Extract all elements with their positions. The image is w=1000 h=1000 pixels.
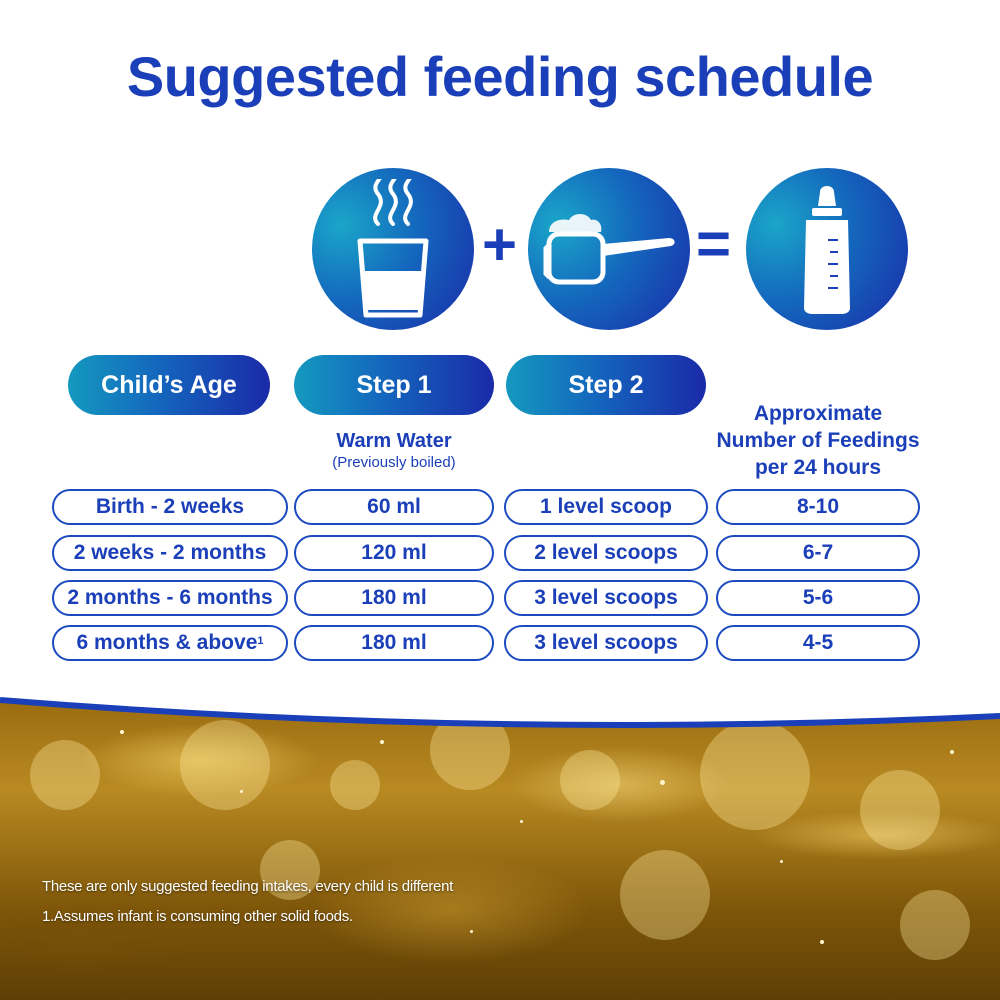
- row-3-feedings: 5-6: [716, 580, 920, 616]
- footnote-solid-foods: 1.Assumes infant is consuming other soli…: [42, 908, 353, 925]
- row-1-scoops: 1 level scoop: [504, 489, 708, 525]
- row-4-feedings: 4-5: [716, 625, 920, 661]
- row-4-footnote-marker: 1: [257, 635, 264, 647]
- feedings-header-line-3: per 24 hours: [754, 456, 882, 479]
- header-childs-age: Child’s Age: [68, 355, 270, 415]
- row-4-age: 6 months & above 1: [52, 625, 288, 661]
- row-4-water: 180 ml: [294, 625, 494, 661]
- row-3-age: 2 months - 6 months: [52, 580, 288, 616]
- row-2-age: 2 weeks - 2 months: [52, 535, 288, 571]
- warm-water-note: (Previously boiled): [332, 454, 456, 471]
- footnote-suggested-intakes: These are only suggested feeding intakes…: [42, 878, 454, 895]
- feedings-header: Approximate Number of Feedings per 24 ho…: [706, 400, 930, 481]
- row-1-age: Birth - 2 weeks: [52, 489, 288, 525]
- row-3-water: 180 ml: [294, 580, 494, 616]
- baby-bottle-icon: [746, 168, 908, 330]
- plus-sign: +: [482, 211, 518, 278]
- warm-water-label: Warm Water: [336, 430, 452, 452]
- row-3-scoops: 3 level scoops: [504, 580, 708, 616]
- blue-wave-divider: [0, 690, 1000, 728]
- feedings-header-line-2: Number of Feedings: [716, 429, 920, 452]
- header-step-2: Step 2: [506, 355, 706, 415]
- gold-bokeh-background: [0, 700, 1000, 1000]
- row-2-scoops: 2 level scoops: [504, 535, 708, 571]
- row-1-water: 60 ml: [294, 489, 494, 525]
- equals-sign: =: [696, 210, 732, 277]
- row-2-water: 120 ml: [294, 535, 494, 571]
- header-step-1: Step 1: [294, 355, 494, 415]
- formula-scoop-icon: [528, 168, 690, 330]
- row-2-feedings: 6-7: [716, 535, 920, 571]
- row-1-feedings: 8-10: [716, 489, 920, 525]
- warm-water-glass-icon: [312, 168, 474, 330]
- feedings-header-line-1: Approximate: [753, 402, 883, 425]
- row-4-age-text: 6 months & above: [76, 631, 258, 654]
- row-4-scoops: 3 level scoops: [504, 625, 708, 661]
- page-title: Suggested feeding schedule: [126, 45, 874, 108]
